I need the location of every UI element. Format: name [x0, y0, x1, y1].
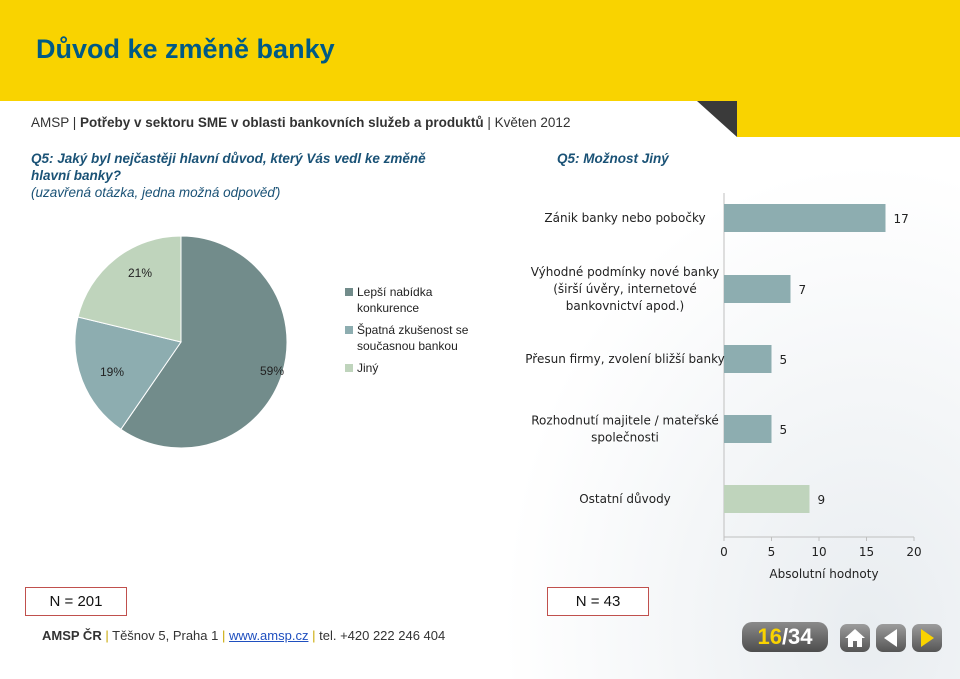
bar-value-label: 17 [894, 212, 909, 226]
question-left-text: Q5: Jaký byl nejčastěji hlavní důvod, kt… [31, 151, 426, 183]
bar-value-label: 9 [818, 493, 826, 507]
question-left-note: (uzavřená otázka, jedna možná odpověď) [31, 185, 281, 200]
x-tick-label: 15 [859, 545, 874, 559]
pie-slice-label: 21% [128, 266, 152, 280]
question-right: Q5: Možnost Jiný [557, 151, 669, 166]
footer-separator: | [221, 628, 226, 643]
legend-swatch [345, 288, 353, 296]
bar-value-label: 5 [780, 353, 788, 367]
footer: AMSP ČR | Těšnov 5, Praha 1 | www.amsp.c… [42, 628, 445, 643]
page-number-total: /34 [781, 624, 813, 649]
back-arrow-icon [884, 629, 897, 647]
page-number: 16/34 [742, 622, 828, 652]
footer-web-link[interactable]: www.amsp.cz [229, 628, 309, 643]
pie-slice-label: 19% [100, 365, 124, 379]
bar-category-label: Ostatní důvody [579, 492, 671, 506]
pie-slice [74, 316, 182, 431]
footer-separator: | [105, 628, 109, 643]
home-button[interactable] [840, 624, 870, 652]
legend-label: Jiný [357, 361, 379, 375]
bar [724, 204, 886, 232]
bar-chart: 17 Zánik banky nebo pobočky 7 Výhodné podmí… [525, 193, 922, 581]
legend-label: Lepší nabídka konkurence [357, 285, 433, 315]
x-axis-label: Absolutní hodnoty [769, 567, 878, 581]
bar-category-label: Přesun firmy, zvolení bližší banky [525, 352, 724, 366]
pie-slice-label: 59% [260, 364, 284, 378]
pie-legend: Lepší nabídka konkurence Špatná zkušenost… [345, 284, 492, 382]
pie-slice [77, 235, 182, 343]
sample-size-right: N = 43 [547, 587, 649, 616]
x-tick-label: 10 [811, 545, 826, 559]
bar [724, 345, 772, 373]
subtitle-bold: Potřeby v sektoru SME v oblasti bankovní… [80, 115, 484, 130]
question-left: Q5: Jaký byl nejčastěji hlavní důvod, kt… [31, 150, 461, 201]
pie-chart: 59% 19% 21% [74, 235, 288, 449]
page-number-current: 16 [757, 624, 782, 649]
forward-arrow-icon [921, 629, 934, 647]
footer-brand: AMSP ČR [42, 628, 102, 643]
bar-value-label: 5 [780, 423, 788, 437]
footer-phone: tel. +420 222 246 404 [319, 628, 446, 643]
home-icon [845, 629, 865, 647]
legend-item: Špatná zkušenost se současnou bankou [345, 322, 492, 354]
sample-size-left: N = 201 [25, 587, 127, 616]
bar-category-label: Zánik banky nebo pobočky [544, 211, 705, 225]
back-button[interactable] [876, 624, 906, 652]
x-tick-label: 5 [768, 545, 776, 559]
header-corner-accent [697, 101, 960, 137]
bar-category-label: Výhodné podmínky nové banky (širší úvěry,… [531, 265, 719, 313]
bar [724, 415, 772, 443]
forward-button[interactable] [912, 624, 942, 652]
footer-separator: | [312, 628, 316, 643]
page-title: Důvod ke změně banky [36, 34, 335, 64]
subtitle-suffix: | Květen 2012 [483, 115, 571, 130]
legend-item: Lepší nabídka konkurence [345, 284, 492, 316]
legend-swatch [345, 326, 353, 334]
subtitle-prefix: AMSP | [31, 115, 81, 130]
pie-slice [120, 235, 288, 449]
x-tick-label: 20 [906, 545, 921, 559]
bar-value-label: 7 [799, 283, 807, 297]
bar-category-label: Rozhodnutí majitele / mateřské společnost… [531, 414, 718, 445]
bar [724, 485, 810, 513]
bar [724, 275, 791, 303]
header-band [0, 0, 960, 101]
report-subtitle: AMSP | Potřeby v sektoru SME v oblasti b… [31, 115, 570, 130]
footer-address: Těšnov 5, Praha 1 [112, 628, 219, 643]
legend-swatch [345, 364, 353, 372]
x-tick-label: 0 [720, 545, 728, 559]
legend-label: Špatná zkušenost se současnou bankou [357, 323, 469, 353]
legend-item: Jiný [345, 360, 492, 376]
